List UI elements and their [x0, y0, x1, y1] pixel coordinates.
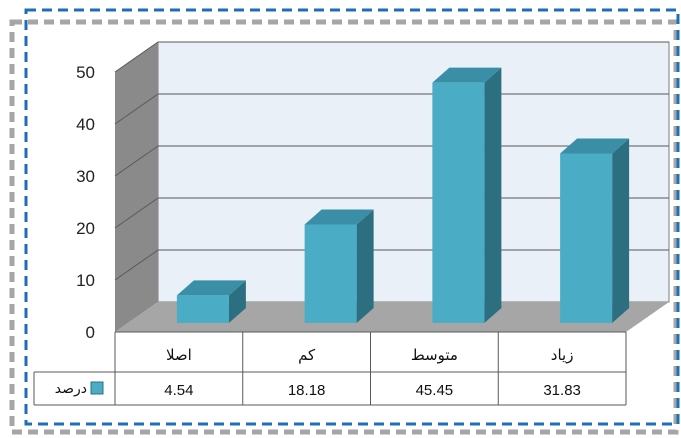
y-tick-label: 40 — [76, 115, 95, 134]
bar-top — [560, 138, 630, 154]
category-label: زیاد — [551, 346, 574, 364]
y-tick-label: 10 — [76, 271, 95, 290]
y-tick-label: 0 — [86, 323, 95, 342]
gridline-side — [114, 93, 159, 125]
data-label: 45.45 — [416, 382, 454, 399]
bar-top — [432, 67, 502, 83]
bar-side — [484, 67, 502, 323]
gridline-side — [114, 249, 159, 281]
gridline-side — [114, 145, 159, 177]
bar-top — [176, 280, 246, 296]
y-tick-label: 20 — [76, 219, 95, 238]
bar-side — [228, 280, 246, 323]
data-label: 31.83 — [543, 382, 581, 399]
y-tick-label: 30 — [76, 167, 95, 186]
legend-label: درصد — [55, 381, 87, 397]
gridline-side — [114, 197, 159, 229]
bar-top — [304, 209, 374, 225]
category-label: اصلا — [166, 346, 192, 364]
data-label: 4.54 — [164, 382, 193, 399]
inner-frame — [24, 8, 680, 426]
gridline-side — [114, 41, 159, 73]
bar-side — [612, 138, 630, 323]
category-label: کم — [298, 346, 316, 364]
bar — [432, 82, 485, 323]
bar — [304, 224, 357, 323]
bar — [560, 153, 613, 323]
data-label: 18.18 — [288, 382, 326, 399]
category-label: متوسط — [411, 346, 458, 364]
bar — [176, 295, 229, 323]
outer-frame — [9, 19, 679, 435]
bar-side — [356, 209, 374, 323]
legend-swatch — [90, 381, 104, 395]
y-tick-label: 50 — [76, 63, 95, 82]
floor — [115, 302, 669, 332]
side-wall — [115, 42, 158, 332]
